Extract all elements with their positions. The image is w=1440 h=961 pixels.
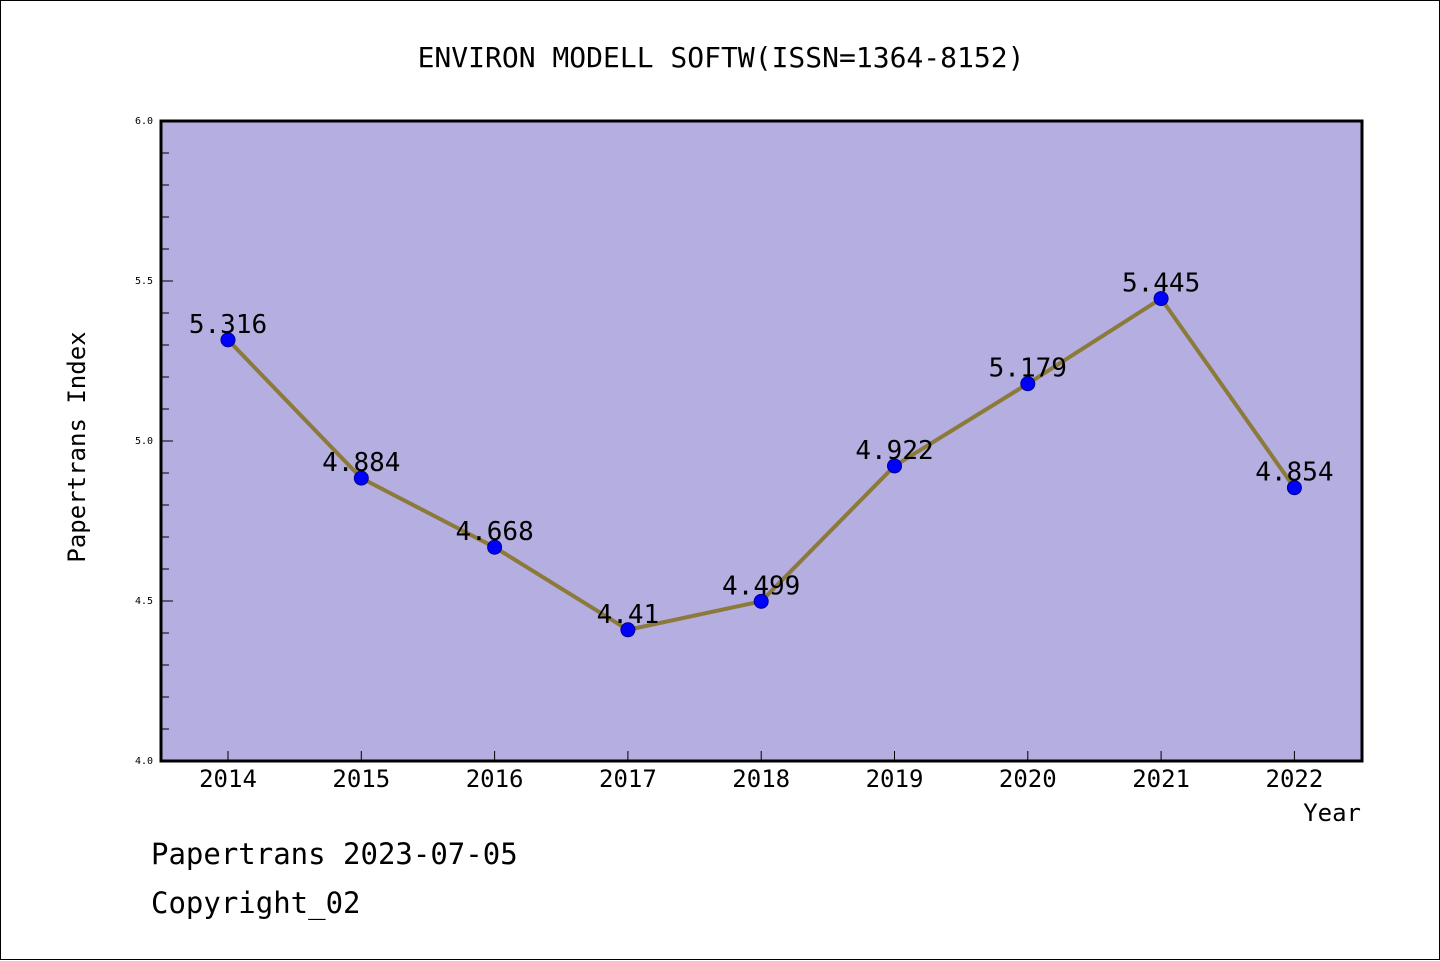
x-tick-label-2018: 2018 bbox=[732, 765, 790, 793]
x-tick-label-2022: 2022 bbox=[1266, 765, 1324, 793]
y-tick-label-5.0: 5.0 bbox=[135, 436, 153, 447]
data-point-2017 bbox=[620, 622, 636, 638]
y-tick-label-5.5: 5.5 bbox=[135, 276, 153, 287]
data-label-2020: 5.179 bbox=[989, 354, 1067, 384]
data-label-2014: 5.316 bbox=[189, 310, 267, 340]
data-label-2022: 4.854 bbox=[1255, 458, 1333, 488]
data-point-2020 bbox=[1020, 376, 1036, 392]
y-axis-label: Papertrans Index bbox=[63, 331, 91, 562]
data-label-2016: 4.668 bbox=[455, 517, 533, 547]
series-markers bbox=[220, 291, 1302, 638]
data-point-2015 bbox=[353, 470, 369, 486]
data-point-2018 bbox=[753, 593, 769, 609]
x-axis-label: Year bbox=[1303, 799, 1361, 827]
x-tick-label-2020: 2020 bbox=[999, 765, 1057, 793]
data-point-2021 bbox=[1153, 291, 1169, 307]
data-point-2014 bbox=[220, 332, 236, 348]
chart-title: ENVIRON MODELL SOFTW(ISSN=1364-8152) bbox=[418, 41, 1025, 74]
data-label-2015: 4.884 bbox=[322, 448, 400, 478]
data-label-2021: 5.445 bbox=[1122, 269, 1200, 299]
data-point-2016 bbox=[487, 539, 503, 555]
y-tick-label-6.0: 6.0 bbox=[135, 116, 153, 127]
x-tick-label-2019: 2019 bbox=[866, 765, 924, 793]
x-axis-ticks: 2014 2015 2016 2017 2018 2019 2020 2021 2022 bbox=[199, 751, 1323, 793]
x-tick-label-2016: 2016 bbox=[466, 765, 524, 793]
y-tick-label-4.0: 4.0 bbox=[135, 756, 153, 767]
data-point-2019 bbox=[887, 458, 902, 474]
x-tick-label-2014: 2014 bbox=[199, 765, 257, 793]
data-labels: 5.316 4.884 4.668 4.41 4.499 4.922 5.179 5.445 4… bbox=[189, 269, 1334, 630]
footer-date: Papertrans 2023-07-05 bbox=[151, 837, 518, 871]
data-label-2017: 4.41 bbox=[597, 600, 660, 630]
data-point-2022 bbox=[1286, 480, 1302, 496]
plot-area bbox=[161, 121, 1362, 761]
x-tick-label-2021: 2021 bbox=[1132, 765, 1190, 793]
x-tick-label-2015: 2015 bbox=[332, 765, 390, 793]
x-tick-label-2017: 2017 bbox=[599, 765, 657, 793]
plot-border bbox=[159, 119, 1364, 763]
y-tick-label-4.5: 4.5 bbox=[135, 596, 153, 607]
data-label-2018: 4.499 bbox=[722, 571, 800, 601]
footer-copyright: Copyright_02 bbox=[151, 886, 361, 920]
data-label-2019: 4.922 bbox=[855, 436, 933, 466]
